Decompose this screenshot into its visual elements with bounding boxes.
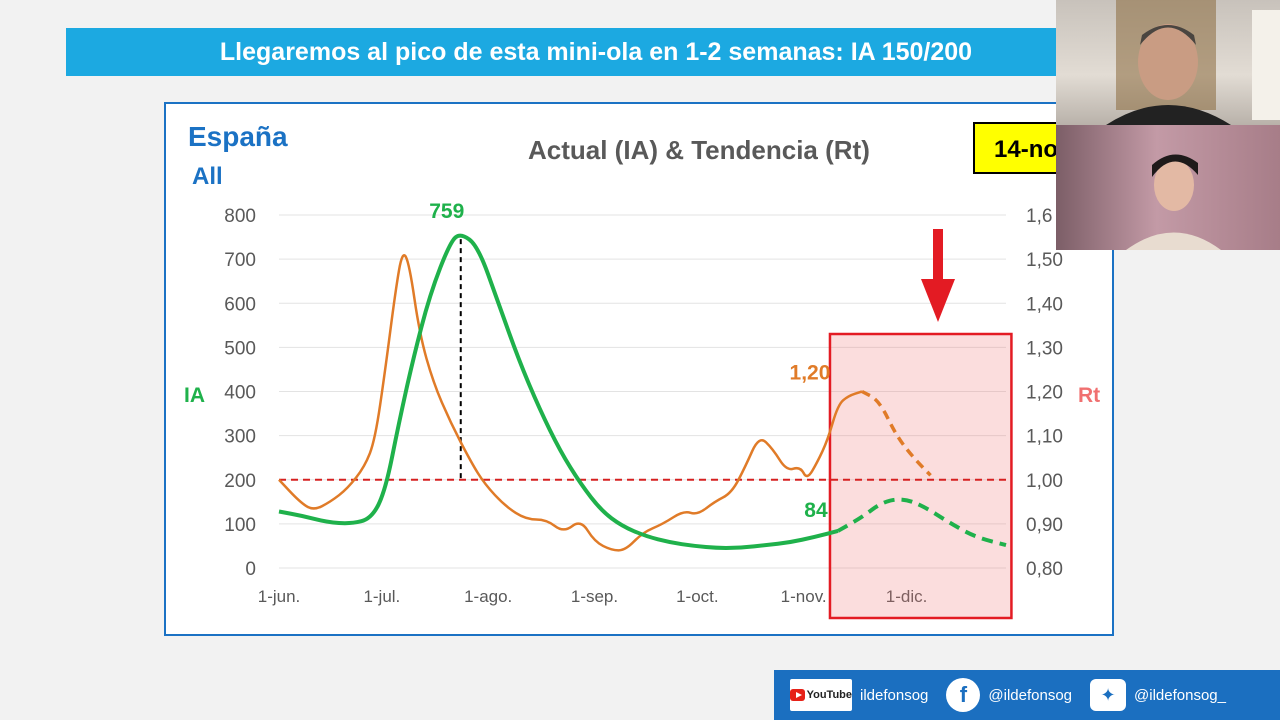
- y-tick-right: 1,6: [1026, 206, 1052, 227]
- presenter-webcam: [1056, 0, 1280, 125]
- youtube-handle: ildefonsog: [860, 686, 929, 704]
- rt-axis-label: Rt: [1078, 384, 1100, 407]
- y-tick-right: 1,00: [1026, 471, 1063, 492]
- ia-current-label: 84: [804, 499, 828, 522]
- chart-panel: España All Actual (IA) & Tendencia (Rt) …: [164, 102, 1115, 636]
- twitter-icon: ✦: [1090, 679, 1127, 711]
- facebook-link[interactable]: f @ildefonsog: [946, 678, 1072, 712]
- slide-title: Llegaremos al pico de esta mini-ola en 1…: [66, 28, 1126, 76]
- subregion-label: All: [192, 163, 223, 190]
- x-tick: 1-oct.: [676, 587, 719, 606]
- y-tick-left: 100: [224, 515, 256, 536]
- youtube-link[interactable]: YouTube ildefonsog: [790, 679, 928, 711]
- youtube-icon: YouTube: [790, 679, 852, 711]
- date-badge: 14-no: [994, 136, 1058, 163]
- y-tick-right: 1,50: [1026, 250, 1063, 271]
- x-tick: 1-dic.: [886, 587, 928, 606]
- guest-webcam: [1056, 125, 1280, 250]
- y-tick-left: 600: [224, 294, 256, 315]
- y-tick-right: 1,10: [1026, 427, 1063, 448]
- y-tick-left: 400: [224, 383, 256, 404]
- ia-axis-label: IA: [184, 384, 205, 407]
- facebook-icon: f: [946, 678, 981, 712]
- x-tick: 1-sep.: [571, 587, 618, 606]
- ia-peak-label: 759: [429, 200, 464, 223]
- social-footer: YouTube ildefonsog f @ildefonsog ✦ @ilde…: [774, 670, 1280, 720]
- y-tick-right: 0,90: [1026, 515, 1063, 536]
- rt-actual-line: [278, 254, 863, 552]
- twitter-handle: @ildefonsog_: [1134, 686, 1226, 704]
- y-tick-left: 700: [224, 250, 256, 271]
- forecast-region: [828, 332, 1013, 620]
- rt-current-label: 1,20: [790, 362, 831, 385]
- y-tick-left: 0: [245, 559, 256, 580]
- ia-forecast-line: [836, 497, 1007, 548]
- region-label: España: [188, 121, 288, 152]
- x-tick: 1-jul.: [363, 587, 400, 606]
- y-tick-right: 0,80: [1026, 559, 1063, 580]
- twitter-link[interactable]: ✦ @ildefonsog_: [1090, 679, 1226, 711]
- rt-forecast-line: [861, 389, 932, 477]
- y-tick-left: 200: [224, 471, 256, 492]
- x-tick: 1-jun.: [258, 587, 301, 606]
- ia-actual-line: [278, 233, 839, 550]
- y-tick-right: 1,20: [1026, 383, 1063, 404]
- y-tick-left: 300: [224, 427, 256, 448]
- chart-title: Actual (IA) & Tendencia (Rt): [528, 135, 870, 165]
- x-tick: 1-nov.: [781, 587, 827, 606]
- down-arrow-icon: [921, 229, 955, 322]
- y-tick-left: 800: [224, 206, 256, 227]
- y-tick-left: 500: [224, 338, 256, 359]
- y-tick-right: 1,40: [1026, 294, 1063, 315]
- facebook-handle: @ildefonsog: [988, 686, 1073, 704]
- chart-svg: España All Actual (IA) & Tendencia (Rt) …: [184, 121, 1115, 620]
- x-tick: 1-ago.: [464, 587, 512, 606]
- y-tick-right: 1,30: [1026, 338, 1063, 359]
